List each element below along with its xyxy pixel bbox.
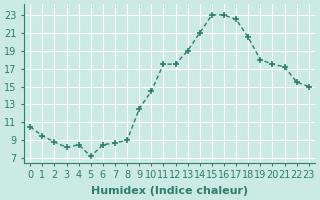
X-axis label: Humidex (Indice chaleur): Humidex (Indice chaleur) [91, 186, 248, 196]
